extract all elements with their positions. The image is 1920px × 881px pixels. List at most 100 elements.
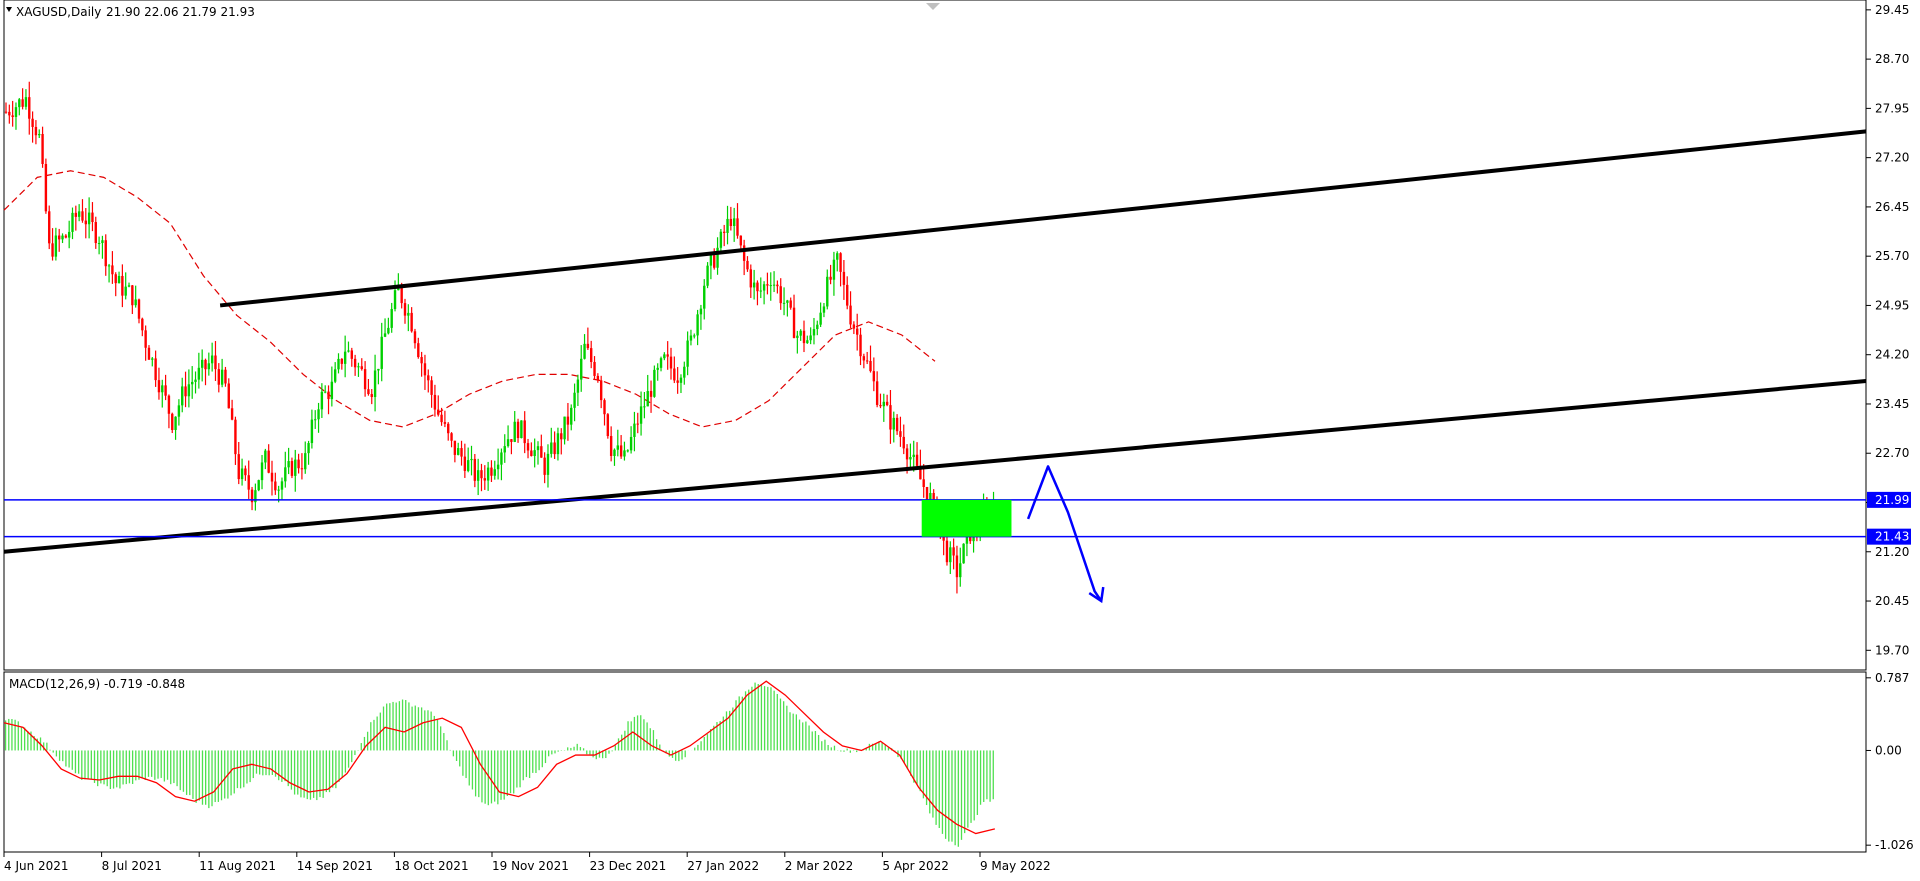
candle bbox=[28, 81, 31, 135]
chart-shift-marker[interactable] bbox=[926, 3, 940, 10]
candle-body bbox=[782, 302, 786, 304]
time-axis[interactable]: 4 Jun 2021 8 Jul 2021 11 Aug 2021 14 Sep 20… bbox=[3, 852, 1051, 873]
candle bbox=[493, 460, 496, 480]
candle bbox=[151, 357, 154, 367]
macd-axis[interactable]: 0.787 0.00 -1.026 bbox=[1866, 671, 1914, 852]
candle-body bbox=[772, 284, 776, 286]
candle bbox=[54, 227, 58, 261]
candle bbox=[413, 328, 417, 349]
candle bbox=[922, 464, 925, 498]
candle bbox=[320, 383, 324, 418]
candle-body bbox=[234, 419, 237, 455]
candle-body bbox=[613, 449, 616, 456]
time-tick-label: 4 Jun 2021 bbox=[4, 859, 69, 873]
candle-body bbox=[144, 330, 147, 348]
candle bbox=[44, 158, 48, 214]
candle bbox=[373, 354, 377, 412]
candle-body bbox=[599, 380, 603, 401]
candle bbox=[729, 206, 733, 231]
zone-layer[interactable] bbox=[921, 499, 1012, 537]
candle-body bbox=[892, 417, 895, 430]
candle bbox=[706, 262, 709, 289]
main-chart-area[interactable] bbox=[3, 0, 1867, 671]
candle bbox=[290, 457, 294, 479]
candle-body bbox=[466, 460, 470, 471]
candle bbox=[177, 399, 181, 426]
candle bbox=[842, 260, 846, 300]
candle-body bbox=[111, 265, 114, 275]
candle-body bbox=[922, 479, 925, 488]
candle-body bbox=[220, 369, 224, 385]
forecast-path[interactable] bbox=[1026, 465, 1103, 602]
candle bbox=[270, 460, 274, 496]
candle bbox=[566, 403, 570, 441]
candle-body bbox=[437, 409, 440, 415]
candle bbox=[71, 207, 74, 240]
candle bbox=[227, 378, 230, 409]
candle-body bbox=[254, 490, 257, 503]
macd-panel-area[interactable] bbox=[3, 671, 1867, 853]
candle bbox=[77, 204, 81, 222]
candle bbox=[649, 380, 653, 413]
trendline-channel-top[interactable] bbox=[219, 129, 1867, 308]
candle bbox=[197, 352, 201, 389]
candle-body bbox=[304, 453, 307, 470]
candle bbox=[204, 358, 207, 386]
candle-body bbox=[816, 324, 819, 330]
candle-body bbox=[862, 356, 866, 361]
candle-body bbox=[277, 489, 280, 491]
candle bbox=[214, 341, 217, 381]
trendlines-layer[interactable] bbox=[3, 129, 1867, 554]
candle bbox=[121, 264, 124, 308]
candle-body bbox=[865, 360, 869, 362]
trendline-channel-mid[interactable] bbox=[3, 378, 1867, 554]
candle bbox=[390, 302, 393, 333]
candle bbox=[596, 373, 600, 383]
candle bbox=[962, 543, 965, 564]
price-tick-label: 27.95 bbox=[1875, 101, 1909, 115]
price-tick-label: 24.20 bbox=[1875, 348, 1909, 362]
price-tick-label: 27.20 bbox=[1875, 151, 1909, 165]
candle-body bbox=[666, 354, 669, 357]
supply-zone-rectangle[interactable] bbox=[921, 499, 1012, 537]
candle bbox=[703, 279, 706, 320]
candle-body bbox=[742, 245, 746, 261]
candle-body bbox=[493, 469, 496, 476]
collapse-arrow-icon[interactable] bbox=[6, 7, 12, 12]
candle bbox=[679, 374, 683, 394]
level-price-label: 21.43 bbox=[1867, 528, 1911, 545]
candle bbox=[952, 538, 955, 570]
candle-body bbox=[28, 97, 31, 119]
candle-body bbox=[859, 334, 862, 357]
candle-body bbox=[872, 371, 876, 382]
candle bbox=[61, 233, 64, 244]
candle-body bbox=[626, 450, 629, 452]
candle bbox=[84, 208, 87, 239]
candle-body bbox=[480, 470, 483, 479]
candle bbox=[380, 322, 383, 382]
candle bbox=[749, 264, 752, 298]
candle bbox=[4, 102, 8, 114]
time-tick-label: 19 Nov 2021 bbox=[492, 859, 569, 873]
candle bbox=[556, 427, 560, 461]
candle-body bbox=[21, 99, 24, 107]
candle-body bbox=[543, 457, 546, 475]
candle-body bbox=[197, 367, 201, 380]
price-axis[interactable]: 29.45 28.70 27.95 27.20 26.45 25.70 24.95 24.20… bbox=[1866, 3, 1909, 657]
candle-body bbox=[370, 394, 373, 398]
candle-body bbox=[237, 454, 240, 480]
candle-body bbox=[154, 358, 157, 381]
candle-body bbox=[540, 446, 543, 458]
candle-body bbox=[895, 417, 899, 432]
forecast-layer[interactable] bbox=[1026, 465, 1105, 604]
price-tick-label: 29.45 bbox=[1875, 3, 1909, 17]
candle-body bbox=[643, 406, 646, 408]
candle bbox=[606, 413, 610, 439]
candle-body bbox=[453, 440, 457, 455]
candle-body bbox=[14, 107, 18, 117]
candle bbox=[287, 447, 290, 475]
candle bbox=[171, 412, 174, 434]
candle bbox=[663, 352, 666, 361]
candle bbox=[254, 483, 257, 511]
